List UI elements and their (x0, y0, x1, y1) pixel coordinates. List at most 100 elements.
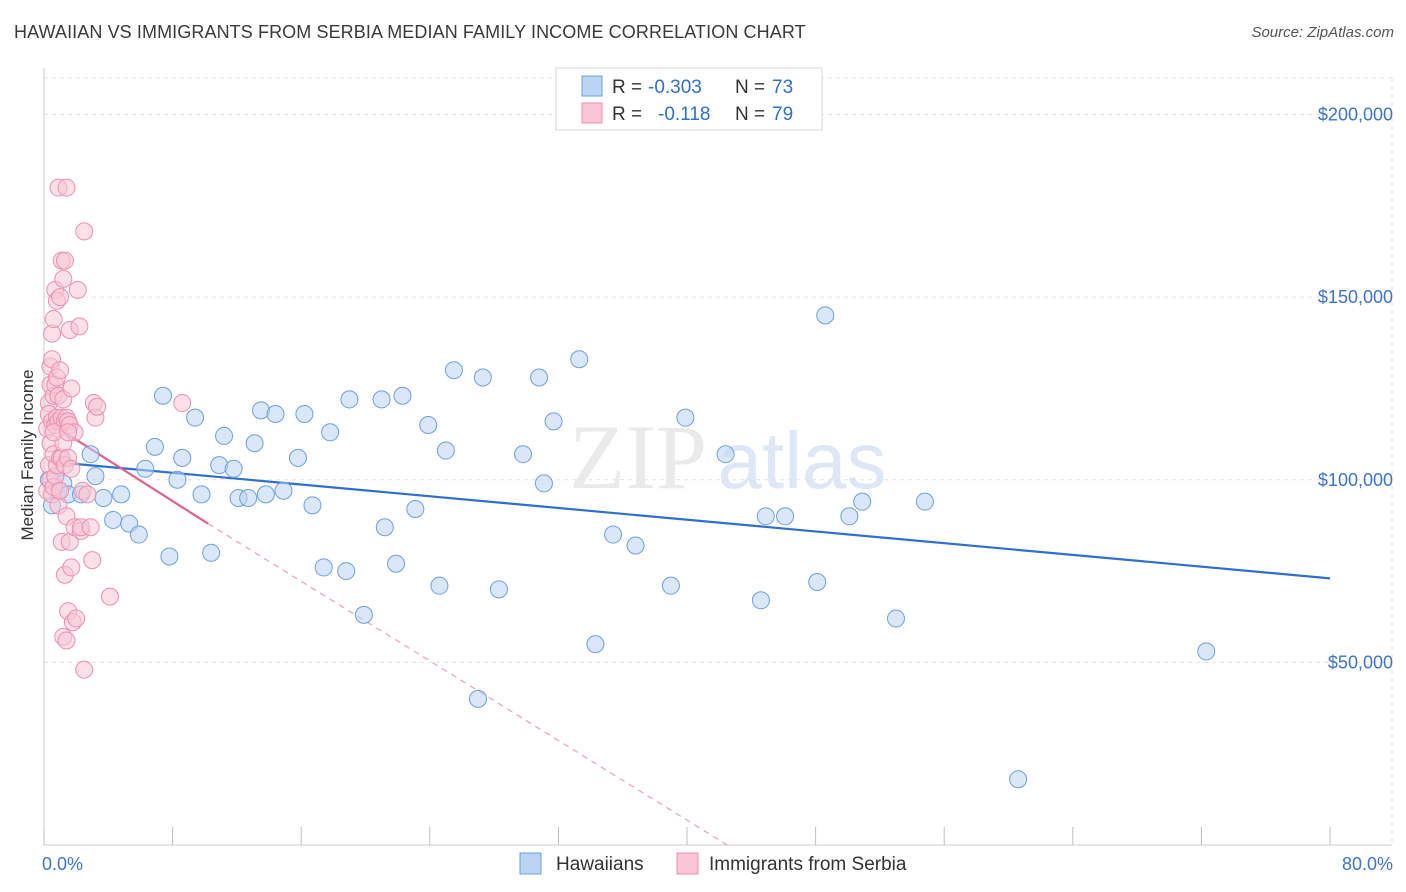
y-tick-label: $100,000 (1318, 470, 1393, 490)
point-hawaiians (153, 386, 172, 405)
point-hawaiians (469, 689, 488, 708)
top-legend: R = -0.303 N = 73 R = -0.118 N = 79 (555, 67, 823, 131)
point-serbia (78, 485, 97, 504)
point-hawaiians (489, 580, 508, 599)
legend-r-label-2: R = (612, 104, 642, 125)
point-hawaiians (337, 562, 356, 581)
point-hawaiians (393, 386, 412, 405)
point-hawaiians (776, 507, 795, 526)
point-hawaiians (239, 489, 258, 508)
trend-line-hawaiians (48, 460, 1331, 580)
point-hawaiians (586, 635, 605, 654)
point-hawaiians (534, 474, 553, 493)
point-hawaiians (530, 368, 549, 387)
point-hawaiians (1197, 642, 1216, 661)
point-hawaiians (245, 434, 264, 453)
point-serbia (62, 379, 81, 398)
axes (43, 68, 1392, 846)
point-hawaiians (915, 492, 934, 511)
chart-title: HAWAIIAN VS IMMIGRANTS FROM SERBIA MEDIA… (14, 22, 806, 42)
point-hawaiians (716, 445, 735, 464)
x-tick-labels: 0.0% 80.0% (42, 854, 1393, 874)
point-hawaiians (215, 426, 234, 445)
trend-extension-serbia (207, 523, 728, 846)
point-hawaiians (256, 485, 275, 504)
point-hawaiians (430, 576, 449, 595)
bottom-legend-label-hawaiians: Hawaiians (556, 854, 644, 875)
data-points (38, 178, 1216, 789)
point-hawaiians (544, 412, 563, 431)
point-hawaiians (321, 423, 340, 442)
bottom-legend-label-serbia: Immigrants from Serbia (709, 854, 907, 875)
point-hawaiians (756, 507, 775, 526)
point-hawaiians (886, 609, 905, 628)
point-hawaiians (604, 525, 623, 544)
point-hawaiians (81, 445, 100, 464)
point-hawaiians (816, 306, 835, 325)
legend-n-label-1: N = (735, 77, 765, 98)
point-hawaiians (86, 467, 105, 486)
point-serbia (57, 178, 76, 197)
point-serbia (83, 551, 102, 570)
point-serbia (59, 423, 78, 442)
point-serbia (88, 397, 107, 416)
point-hawaiians (354, 605, 373, 624)
x-tick-label-max: 80.0% (1342, 854, 1393, 874)
point-hawaiians (94, 489, 113, 508)
point-hawaiians (104, 510, 123, 529)
point-hawaiians (444, 361, 463, 380)
point-hawaiians (168, 470, 187, 489)
y-tick-label: $200,000 (1318, 105, 1393, 125)
point-hawaiians (274, 481, 293, 500)
point-hawaiians (145, 437, 164, 456)
point-hawaiians (406, 499, 425, 518)
point-serbia (54, 269, 73, 288)
watermark-atlas: atlas (718, 416, 887, 505)
point-serbia (75, 660, 94, 679)
point-hawaiians (192, 485, 211, 504)
point-hawaiians (129, 525, 148, 544)
point-serbia (68, 280, 87, 299)
point-hawaiians (661, 576, 680, 595)
point-hawaiians (375, 518, 394, 537)
point-hawaiians (160, 547, 179, 566)
source-label: Source: ZipAtlas.com (1251, 24, 1394, 41)
point-hawaiians (202, 543, 221, 562)
x-tick-label-min: 0.0% (42, 854, 83, 874)
point-serbia (81, 518, 100, 537)
legend-r-value-1: -0.303 (648, 77, 702, 98)
point-hawaiians (136, 459, 155, 478)
bottom-legend: Hawaiians Immigrants from Serbia (519, 852, 907, 875)
point-hawaiians (266, 405, 285, 424)
legend-r-label-1: R = (612, 77, 642, 98)
point-hawaiians (224, 459, 243, 478)
point-hawaiians (372, 390, 391, 409)
point-serbia (173, 394, 192, 413)
legend-n-label-2: N = (735, 104, 765, 125)
point-hawaiians (1009, 770, 1028, 789)
point-serbia (67, 609, 86, 628)
y-tick-label: $150,000 (1318, 287, 1393, 307)
point-hawaiians (288, 448, 307, 467)
point-hawaiians (419, 415, 438, 434)
legend-n-value-1: 73 (772, 77, 793, 98)
y-tick-labels: $50,000 $100,000 $150,000 $200,000 (1318, 105, 1393, 673)
point-serbia (51, 481, 70, 500)
legend-swatch-hawaiians (581, 75, 603, 97)
point-serbia (100, 587, 119, 606)
point-serbia (62, 558, 81, 577)
y-tick-label: $50,000 (1328, 652, 1393, 672)
point-hawaiians (808, 573, 827, 592)
point-hawaiians (751, 591, 770, 610)
point-serbia (55, 251, 74, 270)
y-axis-label: Median Family Income (18, 369, 37, 540)
legend-swatch-serbia (581, 102, 603, 124)
point-serbia (75, 222, 94, 241)
point-serbia (57, 631, 76, 650)
point-serbia (70, 317, 89, 336)
point-hawaiians (173, 448, 192, 467)
point-serbia (51, 361, 70, 380)
point-hawaiians (570, 350, 589, 369)
point-hawaiians (314, 558, 333, 577)
